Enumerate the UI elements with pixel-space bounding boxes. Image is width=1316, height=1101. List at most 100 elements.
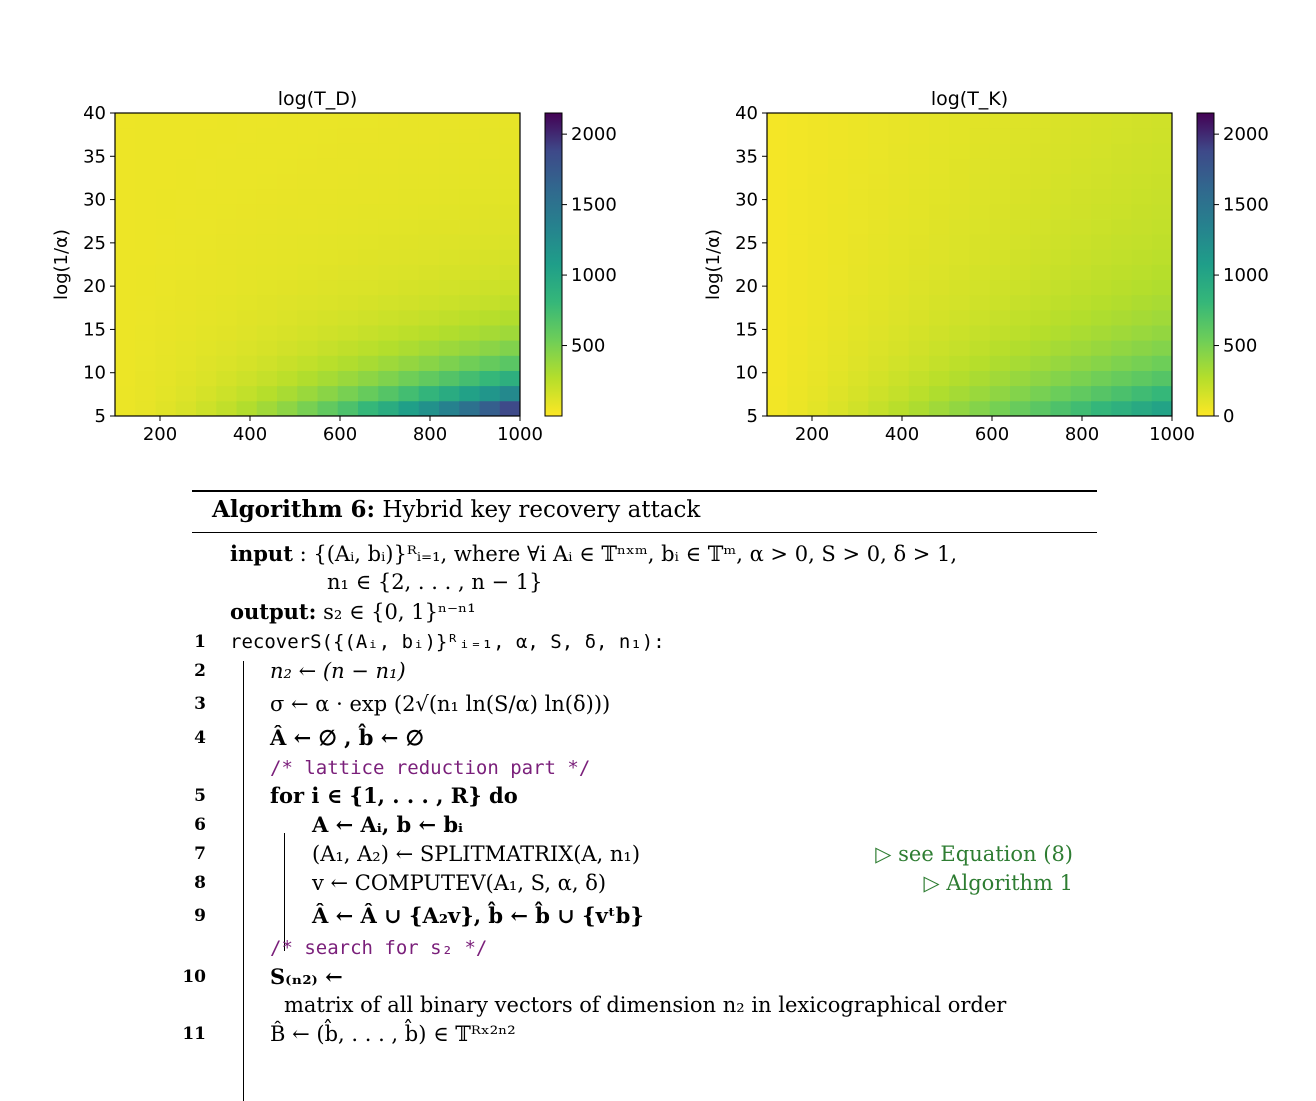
heatmap-cell [1050, 264, 1072, 281]
heatmap-cell [969, 234, 991, 250]
heatmap-cell [337, 325, 359, 341]
heatmap-cell [1030, 158, 1051, 174]
heatmap-cell [439, 249, 460, 265]
heatmap-cell [1151, 385, 1173, 402]
y-tick-label: 30 [735, 190, 758, 211]
heatmap-cell [949, 294, 970, 311]
heatmap-cell [175, 113, 197, 129]
heatmap-cell [1091, 309, 1112, 326]
heatmap-cell [418, 385, 440, 402]
heatmap-cell [908, 325, 930, 341]
heatmap-cell [1010, 385, 1031, 402]
heatmap-cell [1070, 385, 1092, 402]
heatmap-cell [297, 173, 318, 190]
heatmap-cell [827, 249, 849, 265]
heatmap-cell [175, 385, 197, 402]
heatmap-cell [989, 158, 1011, 174]
heatmap-cell [1010, 113, 1031, 129]
heatmap-cell [1111, 279, 1132, 296]
heatmap-cell [1131, 203, 1153, 220]
heatmap-cell [1070, 279, 1092, 296]
algorithm-1-link[interactable]: ▷ Algorithm 1 [923, 871, 1073, 895]
heatmap-cell [337, 309, 359, 326]
line-number: 5 [194, 786, 206, 806]
heatmap-cell [848, 188, 869, 205]
heatmap-cell [439, 264, 460, 281]
heatmap-cell [297, 385, 318, 402]
algorithm-body: input : {(Aᵢ, bᵢ)}ᴿᵢ₌₁, where ∀i Aᵢ ∈ 𝕋ⁿ… [182, 533, 1097, 1101]
heatmap-cell [277, 340, 298, 356]
heatmap-cell [1050, 173, 1072, 190]
heatmap-cell [827, 294, 849, 311]
heatmap-cell [1070, 355, 1092, 371]
heatmap-cell [196, 279, 217, 296]
heatmap-cell [317, 294, 339, 311]
heatmap-cell [1111, 143, 1132, 159]
heatmap-cell [418, 173, 440, 190]
output-text: s₂ ∈ {0, 1}ⁿ⁻ⁿ¹ [323, 600, 476, 624]
heatmap-cell [297, 113, 318, 129]
heatmap-cell [807, 158, 829, 174]
heatmap-cell [807, 173, 829, 190]
heatmap-cell [767, 203, 788, 220]
heatmap-cell [1010, 219, 1031, 235]
y-tick-label: 10 [735, 363, 758, 384]
heatmap-cell [1050, 385, 1072, 402]
heatmap-cell [115, 340, 136, 356]
heatmap-cell [499, 400, 521, 417]
heatmap-cell [256, 385, 278, 402]
heatmap-cell [908, 249, 930, 265]
heatmap-cell [1070, 340, 1092, 356]
heatmap-cell [787, 325, 808, 341]
heatmap-cell [135, 370, 156, 387]
heatmap-cell [358, 113, 379, 129]
heatmap-cell [848, 385, 869, 402]
heatmap-cell [418, 325, 440, 341]
heatmap-cell [459, 173, 480, 190]
heatmap-cell [767, 234, 788, 250]
heatmap-cell [969, 188, 991, 205]
heatmap-cell [949, 370, 970, 387]
heatmap-cell [277, 309, 298, 326]
heatmap-cell [1091, 113, 1112, 129]
heatmap-cell [196, 128, 217, 144]
heatmap-cell [1111, 400, 1132, 417]
heatmap-cell [479, 400, 501, 417]
heatmap-cell [969, 249, 991, 265]
heatmap-cell [949, 158, 970, 174]
heatmap-cell [216, 400, 237, 417]
line-number: 10 [182, 967, 206, 987]
heatmap-cell [1070, 309, 1092, 326]
heatmap-cell [1151, 158, 1173, 174]
heatmap-cell [499, 370, 521, 387]
heatmap-cell [989, 264, 1011, 281]
heatmap-cell [115, 264, 136, 281]
heatmap-cell [1091, 385, 1112, 402]
heatmap-cell [787, 264, 808, 281]
heatmap-cell [439, 355, 460, 371]
y-tick-label: 25 [83, 233, 106, 254]
x-tick-label: 200 [795, 424, 829, 445]
equation-8-link[interactable]: ▷ see Equation (8) [875, 842, 1073, 866]
heatmap-cell [358, 279, 379, 296]
heatmap-cell [479, 158, 501, 174]
heatmap-cell [908, 294, 930, 311]
heatmap-cell [337, 158, 359, 174]
heatmap-cell [337, 203, 359, 220]
heatmap-cell [807, 325, 829, 341]
heatmap-cell [175, 203, 197, 220]
heatmap-cell [297, 294, 318, 311]
heatmap-cell [358, 370, 379, 387]
heatmap-cell [479, 340, 501, 356]
heatmap-cell [1151, 279, 1173, 296]
heatmap-cell [479, 370, 501, 387]
heatmap-cell [277, 385, 298, 402]
heatmap-cell [459, 294, 480, 311]
heatmap-cell [398, 158, 420, 174]
heatmap-cell [115, 113, 136, 129]
heatmap-cell [378, 249, 399, 265]
heatmap-cell [1151, 128, 1173, 144]
heatmap-cell [1010, 279, 1031, 296]
heatmap-cell [868, 113, 889, 129]
heatmap-cell [135, 355, 156, 371]
